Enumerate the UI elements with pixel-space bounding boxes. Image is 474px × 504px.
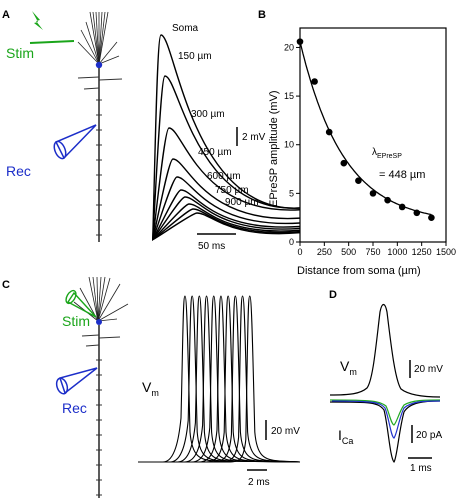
panel-d: D Vm 20 mV ICa 20 pA 1 ms [329,289,443,474]
rec-label-a: Rec [6,163,31,179]
data-point-6 [384,196,391,204]
soma-dot-c [96,319,102,325]
trace-label-300: 300 µm [191,109,225,120]
ica-label-d: ICa [338,427,353,446]
trace-label-900: 900 µm [225,197,259,208]
lambda-value: = 448 µm [379,169,425,181]
vm-label-c: Vm [142,379,159,398]
spike-trace-8 [138,295,301,463]
spike-trace-3 [138,295,301,463]
spike-trace-9 [138,295,301,463]
fit-curve [299,41,432,216]
chart-frame [299,27,447,243]
lambda-symbol: λEPreSP [372,147,402,160]
x-axis-label: Distance from soma (µm) [297,265,421,277]
scalebar-v-c-label: 20 mV [271,426,300,437]
scalebar-h-a-label: 50 ms [198,241,225,252]
data-point-3 [340,159,348,167]
spike-trace-5 [138,295,301,463]
spike-trace-2 [138,295,301,463]
rec-electrode-c [55,367,98,395]
axon-branches-c [81,334,121,347]
data-point-4 [355,177,362,185]
trace-label-450: 450 µm [198,147,232,158]
data-point-9 [428,214,435,221]
neuron-tuft-c [73,276,129,322]
y-tick-label-1: 5 [289,188,294,198]
vm-label-d: Vm [340,358,357,377]
data-point-1 [311,78,318,85]
x-tick-label-0: 0 [297,247,302,257]
x-tick-label-1: 250 [317,247,332,257]
scalebar-vm-d-label: 20 mV [414,364,443,375]
epsp-trace-9 [151,212,301,241]
spike-trace-4 [138,295,301,463]
x-tick-label-3: 750 [365,247,380,257]
stim-electrode [29,40,75,44]
trace-label-150: 150 µm [178,51,212,62]
panel-c-letter: C [2,279,10,291]
panel-b-letter: B [258,9,266,21]
trace-label-600: 600 µm [207,171,241,182]
epsp-trace-4 [151,176,301,241]
x-tick-label-4: 1000 [387,247,407,257]
rec-label-c: Rec [62,400,87,416]
panel-a: A Stim [2,9,301,252]
y-tick-label-0: 0 [289,237,294,247]
data-point-0 [296,38,304,45]
panel-c: C Stim [2,276,301,498]
neuron-tuft-a [77,11,120,65]
data-point-5 [369,190,377,197]
epsp-trace-7 [151,203,301,241]
panel-d-letter: D [329,289,337,301]
epsp-trace-6 [151,196,301,241]
scalebar-h-c-label: 2 ms [248,477,270,488]
epsp-trace-3 [151,158,301,241]
stim-label-c: Stim [62,313,90,329]
panel-b: B 0 250 500 750 1000 1250 1500 0 5 10 15 20 Distanc… [258,9,456,277]
epsp-trace-1 [151,75,301,241]
x-tick-label-6: 1500 [436,247,456,257]
ica-trace-blue [331,400,441,439]
soma-dot-a [95,61,103,69]
lightning-icon [32,11,43,30]
ica-trace-green [329,399,441,426]
data-point-8 [413,209,421,217]
rec-electrode-a [53,124,97,160]
epsp-trace-0 [151,34,301,241]
scalebar-ica-d-label: 20 pA [416,430,442,441]
epsp-trace-2 [151,127,301,241]
panel-a-letter: A [2,9,10,21]
stim-label-a: Stim [6,45,34,61]
y-tick-label-2: 10 [284,140,294,150]
scalebar-time-d-label: 1 ms [410,463,432,474]
y-tick-label-4: 20 [284,42,294,52]
axon-nodes-c [96,359,102,496]
stim-electrode-c [65,289,97,318]
epsp-trace-5 [151,189,301,241]
y-tick-label-3: 15 [284,91,294,101]
epsp-trace-8 [151,208,301,241]
data-point-7 [398,203,406,211]
data-point-2 [325,128,333,136]
axon-nodes-a [96,99,102,236]
axon-branches-a [77,76,123,90]
spike-trace-6 [138,295,301,463]
x-tick-label-2: 500 [341,247,356,257]
y-axis-label: EPreSP amplitude (mV) [268,90,280,207]
scalebar-v-a-label: 2 mV [242,132,266,143]
trace-label-750: 750 µm [215,185,249,196]
ica-traces-d [329,399,441,463]
epsp-traces [151,34,301,241]
trace-label-soma: Soma [172,23,199,34]
x-tick-label-5: 1250 [412,247,432,257]
chart-b: 0 250 500 750 1000 1250 1500 0 5 10 15 20 [284,27,456,257]
spike-trace-7 [138,295,301,463]
vm-trace-d [329,303,441,398]
spike-traces [138,295,301,463]
ica-trace-black [329,400,441,463]
